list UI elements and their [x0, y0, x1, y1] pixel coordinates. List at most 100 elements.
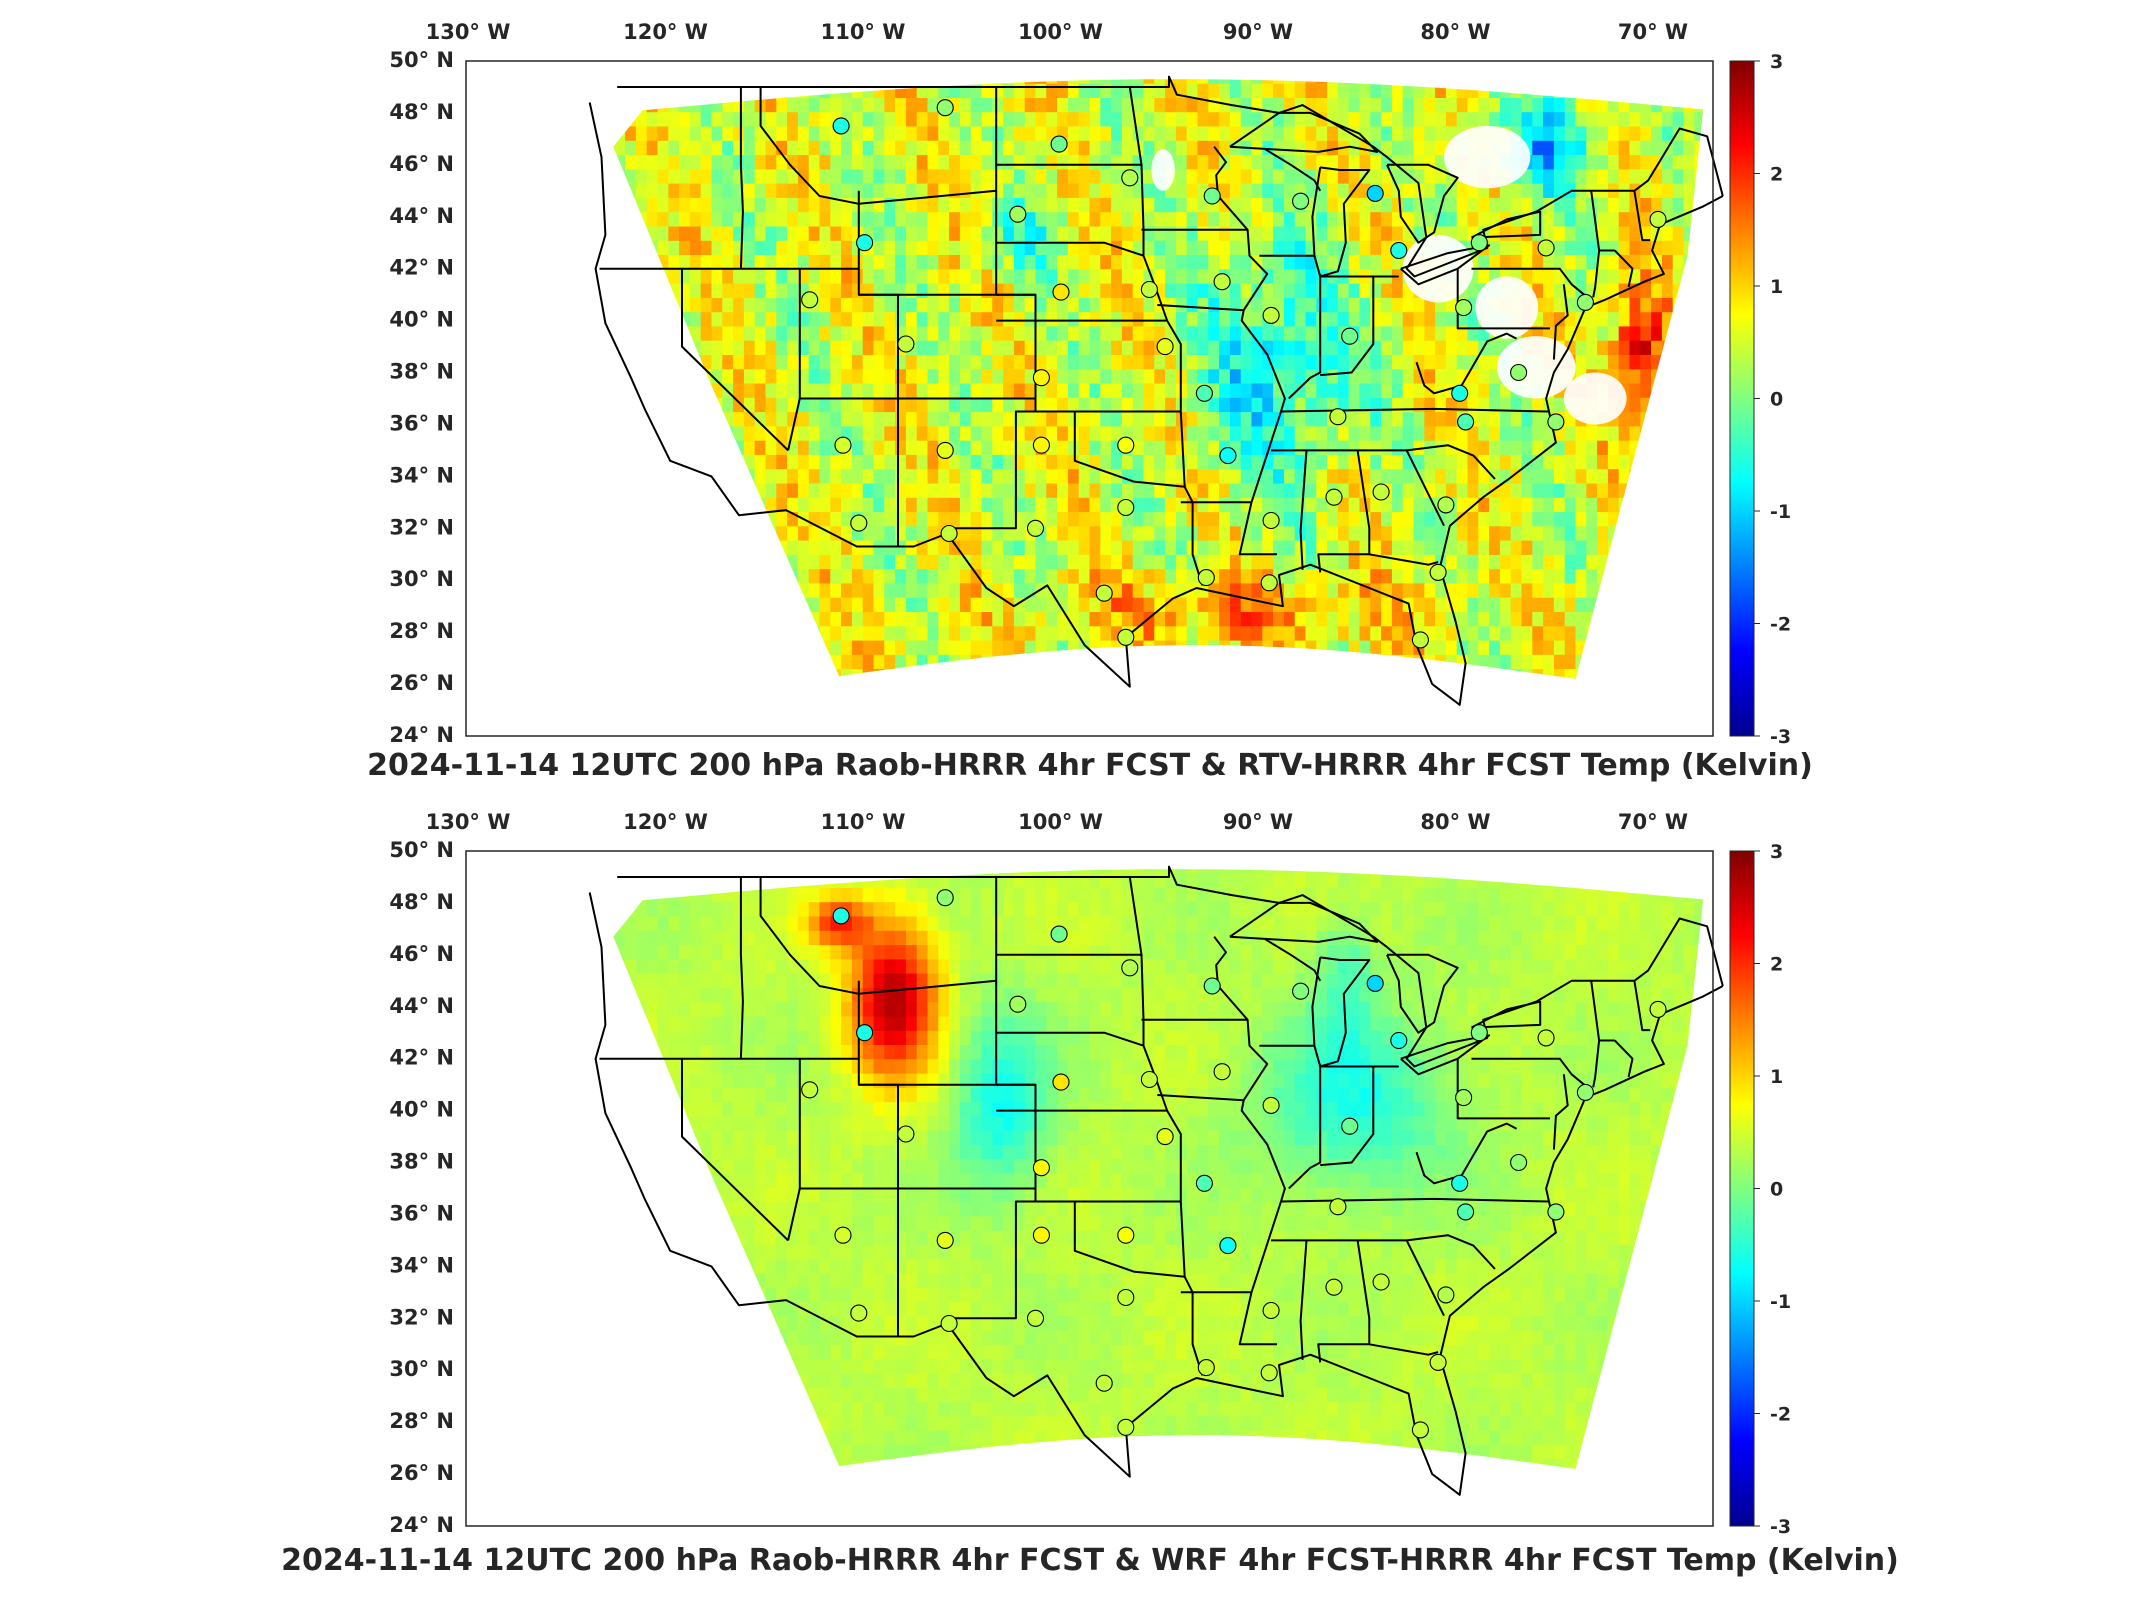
station-marker [936, 1231, 954, 1249]
lon-tick-label: 100° W [1018, 20, 1103, 44]
station-marker [1050, 135, 1068, 153]
station-marker [1117, 436, 1135, 454]
station-marker [1262, 1096, 1280, 1114]
colorbar-tick-label: -3 [1770, 1516, 1791, 1538]
lat-tick-label: 34° N [389, 1253, 454, 1277]
station-marker [1219, 447, 1237, 465]
station-marker [940, 524, 958, 543]
colorbar: 3 2 1 0 -1 -2 -3 [1729, 841, 1791, 1538]
border-line [1471, 1000, 1542, 1029]
colorbar-gradient [1729, 850, 1755, 1527]
lon-tick-label: 110° W [821, 20, 906, 44]
station-marker [1451, 384, 1469, 402]
border-line [1157, 1094, 1244, 1102]
station-marker [1457, 413, 1475, 431]
lon-tick-label: 70° W [1618, 810, 1688, 834]
lat-tick-label: 44° N [389, 994, 454, 1018]
lat-tick-label: 38° N [389, 360, 454, 384]
colorbar-tick-label: -1 [1770, 501, 1791, 523]
lat-tick-label: 38° N [389, 1150, 454, 1174]
colorbar-ticks: 3 2 1 0 -1 -2 -3 [1754, 51, 1791, 748]
station-marker [1390, 1031, 1408, 1050]
border-line [1015, 1200, 1185, 1278]
station-marker [1032, 1226, 1050, 1244]
lon-tick-label: 70° W [1618, 20, 1688, 44]
station-marker [1213, 1063, 1231, 1081]
lat-tick-label: 26° N [389, 671, 454, 695]
station-marker [1213, 273, 1231, 291]
colorbar-tick-label: 3 [1770, 841, 1783, 863]
station-marker [1262, 306, 1280, 324]
station-marker [1411, 631, 1429, 649]
map-panel-bottom: 130° W 120° W 110° W 100° W 90° W 80° W 70° W … [281, 810, 1899, 1578]
lat-tick-label: 30° N [389, 1357, 454, 1381]
station-marker [1510, 363, 1528, 382]
border-line [1229, 111, 1379, 153]
station-marker [1437, 496, 1455, 514]
colorbar: 3 2 1 0 -1 -2 -3 [1729, 51, 1791, 748]
station-marker [1219, 1237, 1237, 1255]
border-line [1213, 146, 1286, 556]
border-line [1320, 1066, 1375, 1167]
colorbar-tick-label: 0 [1770, 389, 1783, 411]
station-marker [801, 1081, 819, 1099]
border-line [1128, 86, 1204, 586]
border-line [1405, 449, 1445, 527]
border-line [1157, 304, 1244, 312]
border-line [1229, 901, 1379, 943]
station-marker [1052, 283, 1070, 301]
border-line [1299, 1240, 1308, 1360]
station-marker [856, 234, 874, 252]
border-line [1288, 273, 1322, 400]
border-line [1590, 980, 1601, 1088]
station-marker [1329, 1198, 1347, 1216]
station-marker [936, 99, 954, 117]
station-marker [1026, 1309, 1045, 1327]
station-marker [801, 291, 819, 309]
border-line [1271, 444, 1496, 480]
station-marker [1009, 995, 1027, 1013]
lat-tick-label: 42° N [389, 256, 454, 280]
station-marker [1510, 1153, 1528, 1172]
colorbar-tick-label: -2 [1770, 614, 1791, 636]
station-marker [936, 889, 954, 907]
lat-tick-label: 40° N [389, 308, 454, 332]
station-marker [850, 514, 868, 532]
station-marker [1095, 1374, 1113, 1392]
colorbar-tick-label: 2 [1770, 954, 1783, 976]
border-line [1369, 1343, 1439, 1356]
colorbar-tick-label: -2 [1770, 1404, 1791, 1426]
station-marker [1140, 280, 1158, 299]
station-marker [1429, 1353, 1447, 1371]
station-marker [1117, 1418, 1135, 1436]
station-marker [1366, 974, 1384, 992]
station-marker [1117, 498, 1135, 517]
colorbar-tick-label: 1 [1770, 1066, 1783, 1088]
map-title: 2024-11-14 12UTC 200 hPa Raob-HRRR 4hr F… [281, 1543, 1899, 1578]
map-panel-top: 130° W 120° W 110° W 100° W 90° W 80° W 70° W … [367, 20, 1813, 783]
lat-tick-label: 36° N [389, 1202, 454, 1226]
border-line [588, 102, 1724, 706]
temperature-difference-field [613, 869, 1704, 1469]
colorbar-tick-label: 0 [1770, 1179, 1783, 1201]
border-line [1405, 1239, 1445, 1317]
lon-tick-label: 130° W [426, 20, 511, 44]
station-marker [834, 436, 852, 454]
border-line [1456, 1058, 1550, 1120]
station-marker [1451, 1174, 1469, 1192]
station-marker [1052, 1073, 1070, 1091]
station-marker [1292, 192, 1310, 210]
colorbar-tick-label: 2 [1770, 164, 1783, 186]
colorbar-tick-label: -3 [1770, 726, 1791, 748]
lat-tick-label: 40° N [389, 1098, 454, 1122]
station-marker [1197, 1359, 1215, 1377]
border-line [1471, 1057, 1588, 1089]
station-marker [1437, 1286, 1455, 1304]
station-marker [1140, 1070, 1158, 1089]
lon-tick-label: 80° W [1420, 20, 1490, 44]
station-marker [1329, 408, 1347, 426]
station-marker [940, 1314, 958, 1333]
station-marker [1032, 1159, 1050, 1177]
border-line [1015, 410, 1185, 488]
station-marker [850, 1304, 868, 1322]
